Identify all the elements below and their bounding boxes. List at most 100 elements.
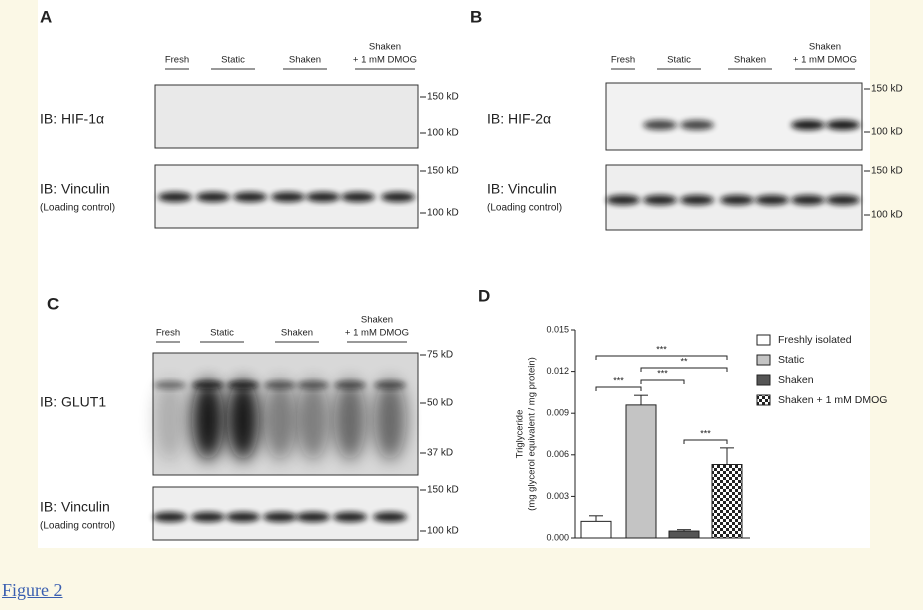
significance-label: *** [613, 375, 624, 385]
protein-band [826, 120, 860, 130]
lane-label: Shaken [281, 328, 313, 339]
y-tick-label: 0.000 [546, 532, 569, 542]
protein-band [680, 120, 714, 130]
blot [605, 82, 863, 151]
legend-swatch [756, 394, 771, 406]
lane-label: Shaken [369, 42, 401, 53]
blot-label: IB: HIF-1α [40, 111, 104, 127]
blot-membrane [605, 82, 863, 151]
y-axis-label: (mg glycerol equivalent / mg protein) [527, 357, 538, 511]
blot-note: (Loading control) [487, 203, 562, 214]
significance-label: ** [680, 356, 688, 366]
protein-band [373, 512, 407, 522]
lane-label: Fresh [165, 55, 189, 66]
y-tick-label: 0.015 [546, 324, 569, 334]
marker-label: 100 kD [871, 210, 903, 221]
panel-letter: B [470, 7, 482, 26]
protein-smear [374, 380, 406, 460]
bar [711, 464, 743, 539]
error-bar [589, 515, 603, 522]
protein-band [720, 195, 754, 205]
marker-label: 150 kD [427, 166, 459, 177]
panel-letter: A [40, 7, 52, 26]
y-tick-label: 0.006 [546, 449, 569, 459]
legend-label: Shaken [778, 374, 814, 386]
bar [625, 404, 657, 539]
y-axis-label: Triglyceride [515, 410, 526, 459]
bar [668, 530, 700, 539]
blot-label: IB: Vinculin [487, 181, 557, 197]
marker-label: 150 kD [427, 485, 459, 496]
protein-band [341, 192, 375, 202]
y-tick-label: 0.009 [546, 408, 569, 418]
marker-label: 150 kD [871, 166, 903, 177]
legend-swatch [756, 334, 771, 346]
marker-label: 100 kD [427, 208, 459, 219]
marker-label: 100 kD [427, 128, 459, 139]
protein-band [297, 381, 329, 389]
lane-label: Shaken [361, 315, 393, 326]
blot-membrane [154, 84, 419, 149]
protein-band [606, 195, 640, 205]
protein-band [791, 120, 825, 130]
protein-band [826, 195, 860, 205]
marker-label: 100 kD [871, 127, 903, 138]
protein-band [226, 512, 260, 522]
significance-bracket [640, 379, 685, 384]
lane-label: + 1 mM DMOG [345, 328, 409, 339]
lane-label: + 1 mM DMOG [793, 55, 857, 66]
legend-label: Freshly isolated [778, 334, 852, 346]
figure-link[interactable]: Figure 2 [2, 580, 63, 600]
blot [154, 84, 419, 149]
legend-swatch [756, 374, 771, 386]
lane-label: Shaken [289, 55, 321, 66]
error-bar [720, 447, 734, 465]
y-tick-label: 0.012 [546, 366, 569, 376]
y-tick-label: 0.003 [546, 491, 569, 501]
legend-label: Static [778, 354, 804, 366]
blot-label: IB: GLUT1 [40, 394, 106, 410]
protein-band [264, 381, 296, 389]
protein-band [153, 512, 187, 522]
significance-bracket [683, 439, 728, 444]
protein-band [191, 512, 225, 522]
protein-band [196, 192, 230, 202]
protein-smear [334, 380, 366, 460]
lane-label: Shaken [734, 55, 766, 66]
legend-swatch [756, 354, 771, 366]
lane-label: + 1 mM DMOG [353, 55, 417, 66]
blot [605, 164, 863, 231]
protein-band [263, 512, 297, 522]
significance-label: *** [656, 344, 667, 354]
protein-band [643, 195, 677, 205]
protein-band [333, 512, 367, 522]
significance-bracket [640, 367, 728, 372]
protein-smear [154, 380, 186, 460]
significance-label: *** [700, 428, 711, 438]
protein-band [381, 192, 415, 202]
marker-label: 100 kD [427, 526, 459, 537]
blot [154, 164, 419, 229]
protein-band [233, 192, 267, 202]
protein-band [643, 120, 677, 130]
protein-band [271, 192, 305, 202]
significance-bracket [595, 355, 728, 360]
panel-letter: D [478, 286, 490, 305]
lane-label: Shaken [809, 42, 841, 53]
marker-label: 37 kD [427, 448, 453, 459]
marker-label: 75 kD [427, 350, 453, 361]
lane-label: Fresh [611, 55, 635, 66]
blot [152, 486, 419, 541]
protein-band [374, 381, 406, 389]
lane-label: Static [210, 328, 234, 339]
blot-note: (Loading control) [40, 521, 115, 532]
protein-band [680, 195, 714, 205]
protein-smear [297, 380, 329, 460]
protein-smear [264, 380, 296, 460]
protein-band [755, 195, 789, 205]
lane-label: Static [221, 55, 245, 66]
marker-label: 150 kD [427, 92, 459, 103]
protein-band [791, 195, 825, 205]
